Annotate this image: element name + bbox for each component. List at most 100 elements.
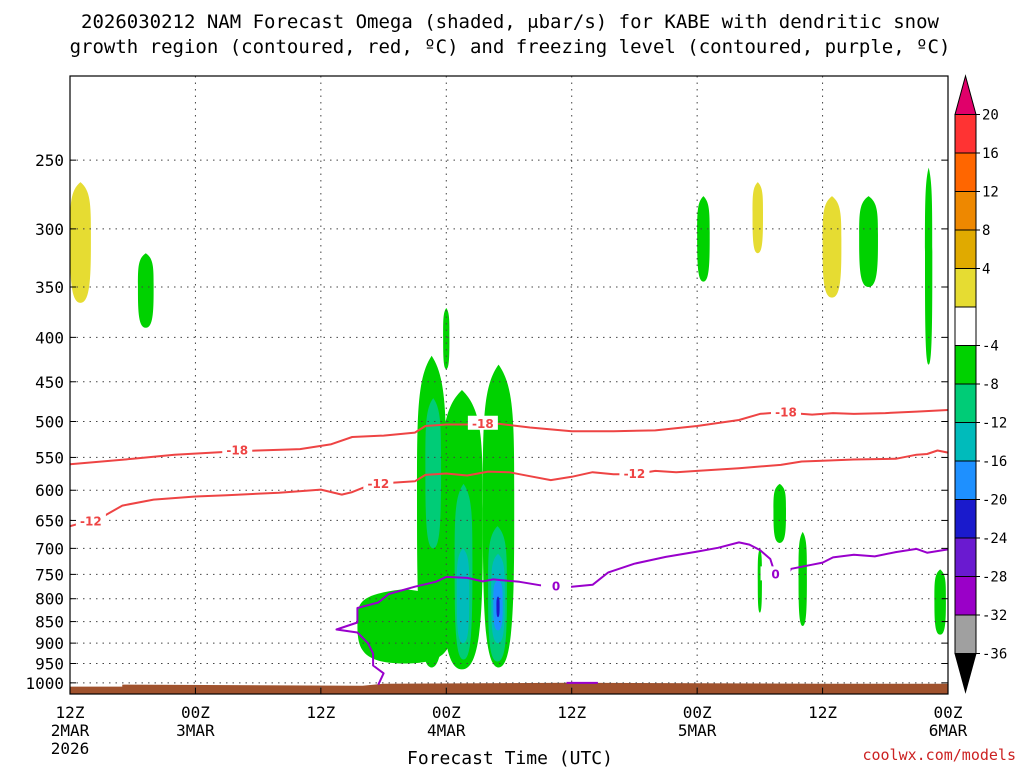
omega-area-13 bbox=[496, 596, 500, 618]
colorbar-label-12: 12 bbox=[982, 185, 999, 201]
x-tick-label-3: 00Z bbox=[432, 703, 461, 722]
contour--12 bbox=[69, 449, 949, 528]
y-tick-label-850: 850 bbox=[35, 613, 64, 632]
colorbar-label-8: 8 bbox=[982, 223, 990, 239]
colorbar-segment-1 bbox=[954, 114, 977, 154]
contour-label-bg-0-1 bbox=[760, 566, 791, 581]
colorbar-label--20: -20 bbox=[982, 493, 1007, 509]
omega-area-2 bbox=[443, 307, 450, 369]
contour-label-bg--12-2 bbox=[619, 466, 650, 481]
colorbar-label-16: 16 bbox=[982, 146, 999, 162]
colorbar-top-triangle bbox=[954, 74, 977, 115]
omega-area-17 bbox=[859, 196, 878, 288]
contour-label-0-1: 0 bbox=[771, 567, 779, 581]
x-tick-label-5: 00Z bbox=[683, 703, 712, 722]
colorbar-bottom-triangle bbox=[954, 653, 977, 694]
x-tick-date-5: 5MAR bbox=[678, 721, 717, 740]
colorbar-label--24: -24 bbox=[982, 531, 1007, 547]
omega-area-21 bbox=[798, 531, 807, 626]
y-tick-label-300: 300 bbox=[35, 220, 64, 239]
x-axis-title: Forecast Time (UTC) bbox=[407, 748, 613, 768]
omega-shading bbox=[69, 167, 946, 670]
x-tick-label-6: 12Z bbox=[808, 703, 837, 722]
omega-area-6 bbox=[357, 589, 452, 664]
omega-area-15 bbox=[752, 182, 763, 254]
y-tick-label-800: 800 bbox=[35, 590, 64, 609]
chart-title: 2026030212 NAM Forecast Omega (shaded, μ… bbox=[70, 11, 951, 58]
colorbar-label--4: -4 bbox=[982, 339, 999, 355]
colorbar-label--36: -36 bbox=[982, 647, 1007, 663]
contour-label-bg--12-1 bbox=[363, 475, 394, 490]
omega-area-18 bbox=[925, 167, 933, 365]
title-line-1: 2026030212 NAM Forecast Omega (shaded, μ… bbox=[81, 11, 939, 33]
y-tick-label-950: 950 bbox=[35, 655, 64, 674]
colorbar-segment-4 bbox=[954, 229, 977, 269]
x-tick-date-0: 2MAR bbox=[51, 721, 90, 740]
x-tick-label-1: 00Z bbox=[181, 703, 210, 722]
contour-0 bbox=[335, 541, 949, 686]
omega-area-22 bbox=[934, 569, 946, 635]
x-tick-label-2: 12Z bbox=[306, 703, 335, 722]
colorbar: 20 16 12 8 4 -4 -8 -12 -16 -20 -24 -28 -32 -36 bbox=[954, 74, 1007, 694]
colorbar-segment-11 bbox=[954, 499, 977, 539]
colorbar-label-4: 4 bbox=[982, 262, 990, 278]
y-tick-label-700: 700 bbox=[35, 539, 64, 558]
y-axis: 250 300 350 400 450 500 550 600 650 700 750 800 850 9… bbox=[25, 151, 948, 693]
contour-label--18-1: -18 bbox=[472, 417, 494, 431]
colorbar-label--16: -16 bbox=[982, 454, 1007, 470]
colorbar-segment-5 bbox=[954, 268, 977, 308]
contour-label--12-0: -12 bbox=[80, 515, 102, 529]
colorbar-segment-8 bbox=[954, 383, 977, 423]
grid-lines bbox=[70, 76, 948, 694]
y-tick-label-900: 900 bbox=[35, 634, 64, 653]
x-tick-date-1: 3MAR bbox=[176, 721, 215, 740]
ground-fill bbox=[70, 682, 948, 694]
x-tick-label-0: 12Z bbox=[56, 703, 85, 722]
colorbar-segment-2 bbox=[954, 152, 977, 192]
contour-label--12-1: -12 bbox=[368, 477, 390, 491]
plot-border bbox=[69, 75, 949, 695]
colorbar-label--28: -28 bbox=[982, 570, 1007, 586]
x-tick-year-0: 2026 bbox=[51, 739, 90, 758]
y-tick-label-650: 650 bbox=[35, 511, 64, 530]
title-line-2: growth region (contoured, red, ºC) and f… bbox=[70, 36, 951, 58]
y-tick-label-1000: 1000 bbox=[25, 674, 64, 693]
omega-area-10 bbox=[456, 548, 470, 644]
y-tick-label-600: 600 bbox=[35, 481, 64, 500]
colorbar-segment-3 bbox=[954, 191, 977, 231]
contour-label--18-2: -18 bbox=[775, 405, 797, 419]
omega-area-19 bbox=[773, 483, 786, 543]
colorbar-label--32: -32 bbox=[982, 608, 1007, 624]
x-tick-date-7: 6MAR bbox=[929, 721, 968, 740]
colorbar-segment-10 bbox=[954, 460, 977, 500]
y-tick-label-250: 250 bbox=[35, 151, 64, 170]
omega-area-1 bbox=[137, 253, 154, 328]
colorbar-segment-14 bbox=[954, 614, 977, 654]
terrain-ground bbox=[70, 682, 948, 694]
contour-label-bg--18-1 bbox=[467, 415, 498, 430]
colorbar-segment-9 bbox=[954, 422, 977, 462]
omega-area-16 bbox=[822, 196, 842, 298]
credit-text: coolwx.com/models bbox=[862, 746, 1016, 764]
colorbar-label--8: -8 bbox=[982, 377, 999, 393]
contour-label-0-0: 0 bbox=[552, 580, 560, 594]
contour-label-bg-0-0 bbox=[541, 578, 572, 593]
colorbar-segment-7 bbox=[954, 345, 977, 385]
x-tick-date-3: 4MAR bbox=[427, 721, 466, 740]
contour-lines: -18 -18 -18 -12 -12 -12 0 0 bbox=[69, 404, 949, 686]
colorbar-label--12: -12 bbox=[982, 416, 1007, 432]
y-tick-label-350: 350 bbox=[35, 278, 64, 297]
omega-area-14 bbox=[697, 196, 710, 282]
contour--18 bbox=[69, 409, 949, 466]
y-tick-label-400: 400 bbox=[35, 328, 64, 347]
x-tick-label-4: 12Z bbox=[557, 703, 586, 722]
y-tick-label-750: 750 bbox=[35, 565, 64, 584]
omega-area-0 bbox=[69, 182, 91, 303]
contour-label--18-0: -18 bbox=[226, 444, 248, 458]
y-tick-label-500: 500 bbox=[35, 412, 64, 431]
y-tick-label-450: 450 bbox=[35, 373, 64, 392]
contour-label-bg--12-0 bbox=[75, 513, 106, 528]
colorbar-segment-6 bbox=[954, 306, 977, 346]
colorbar-segment-12 bbox=[954, 537, 977, 577]
